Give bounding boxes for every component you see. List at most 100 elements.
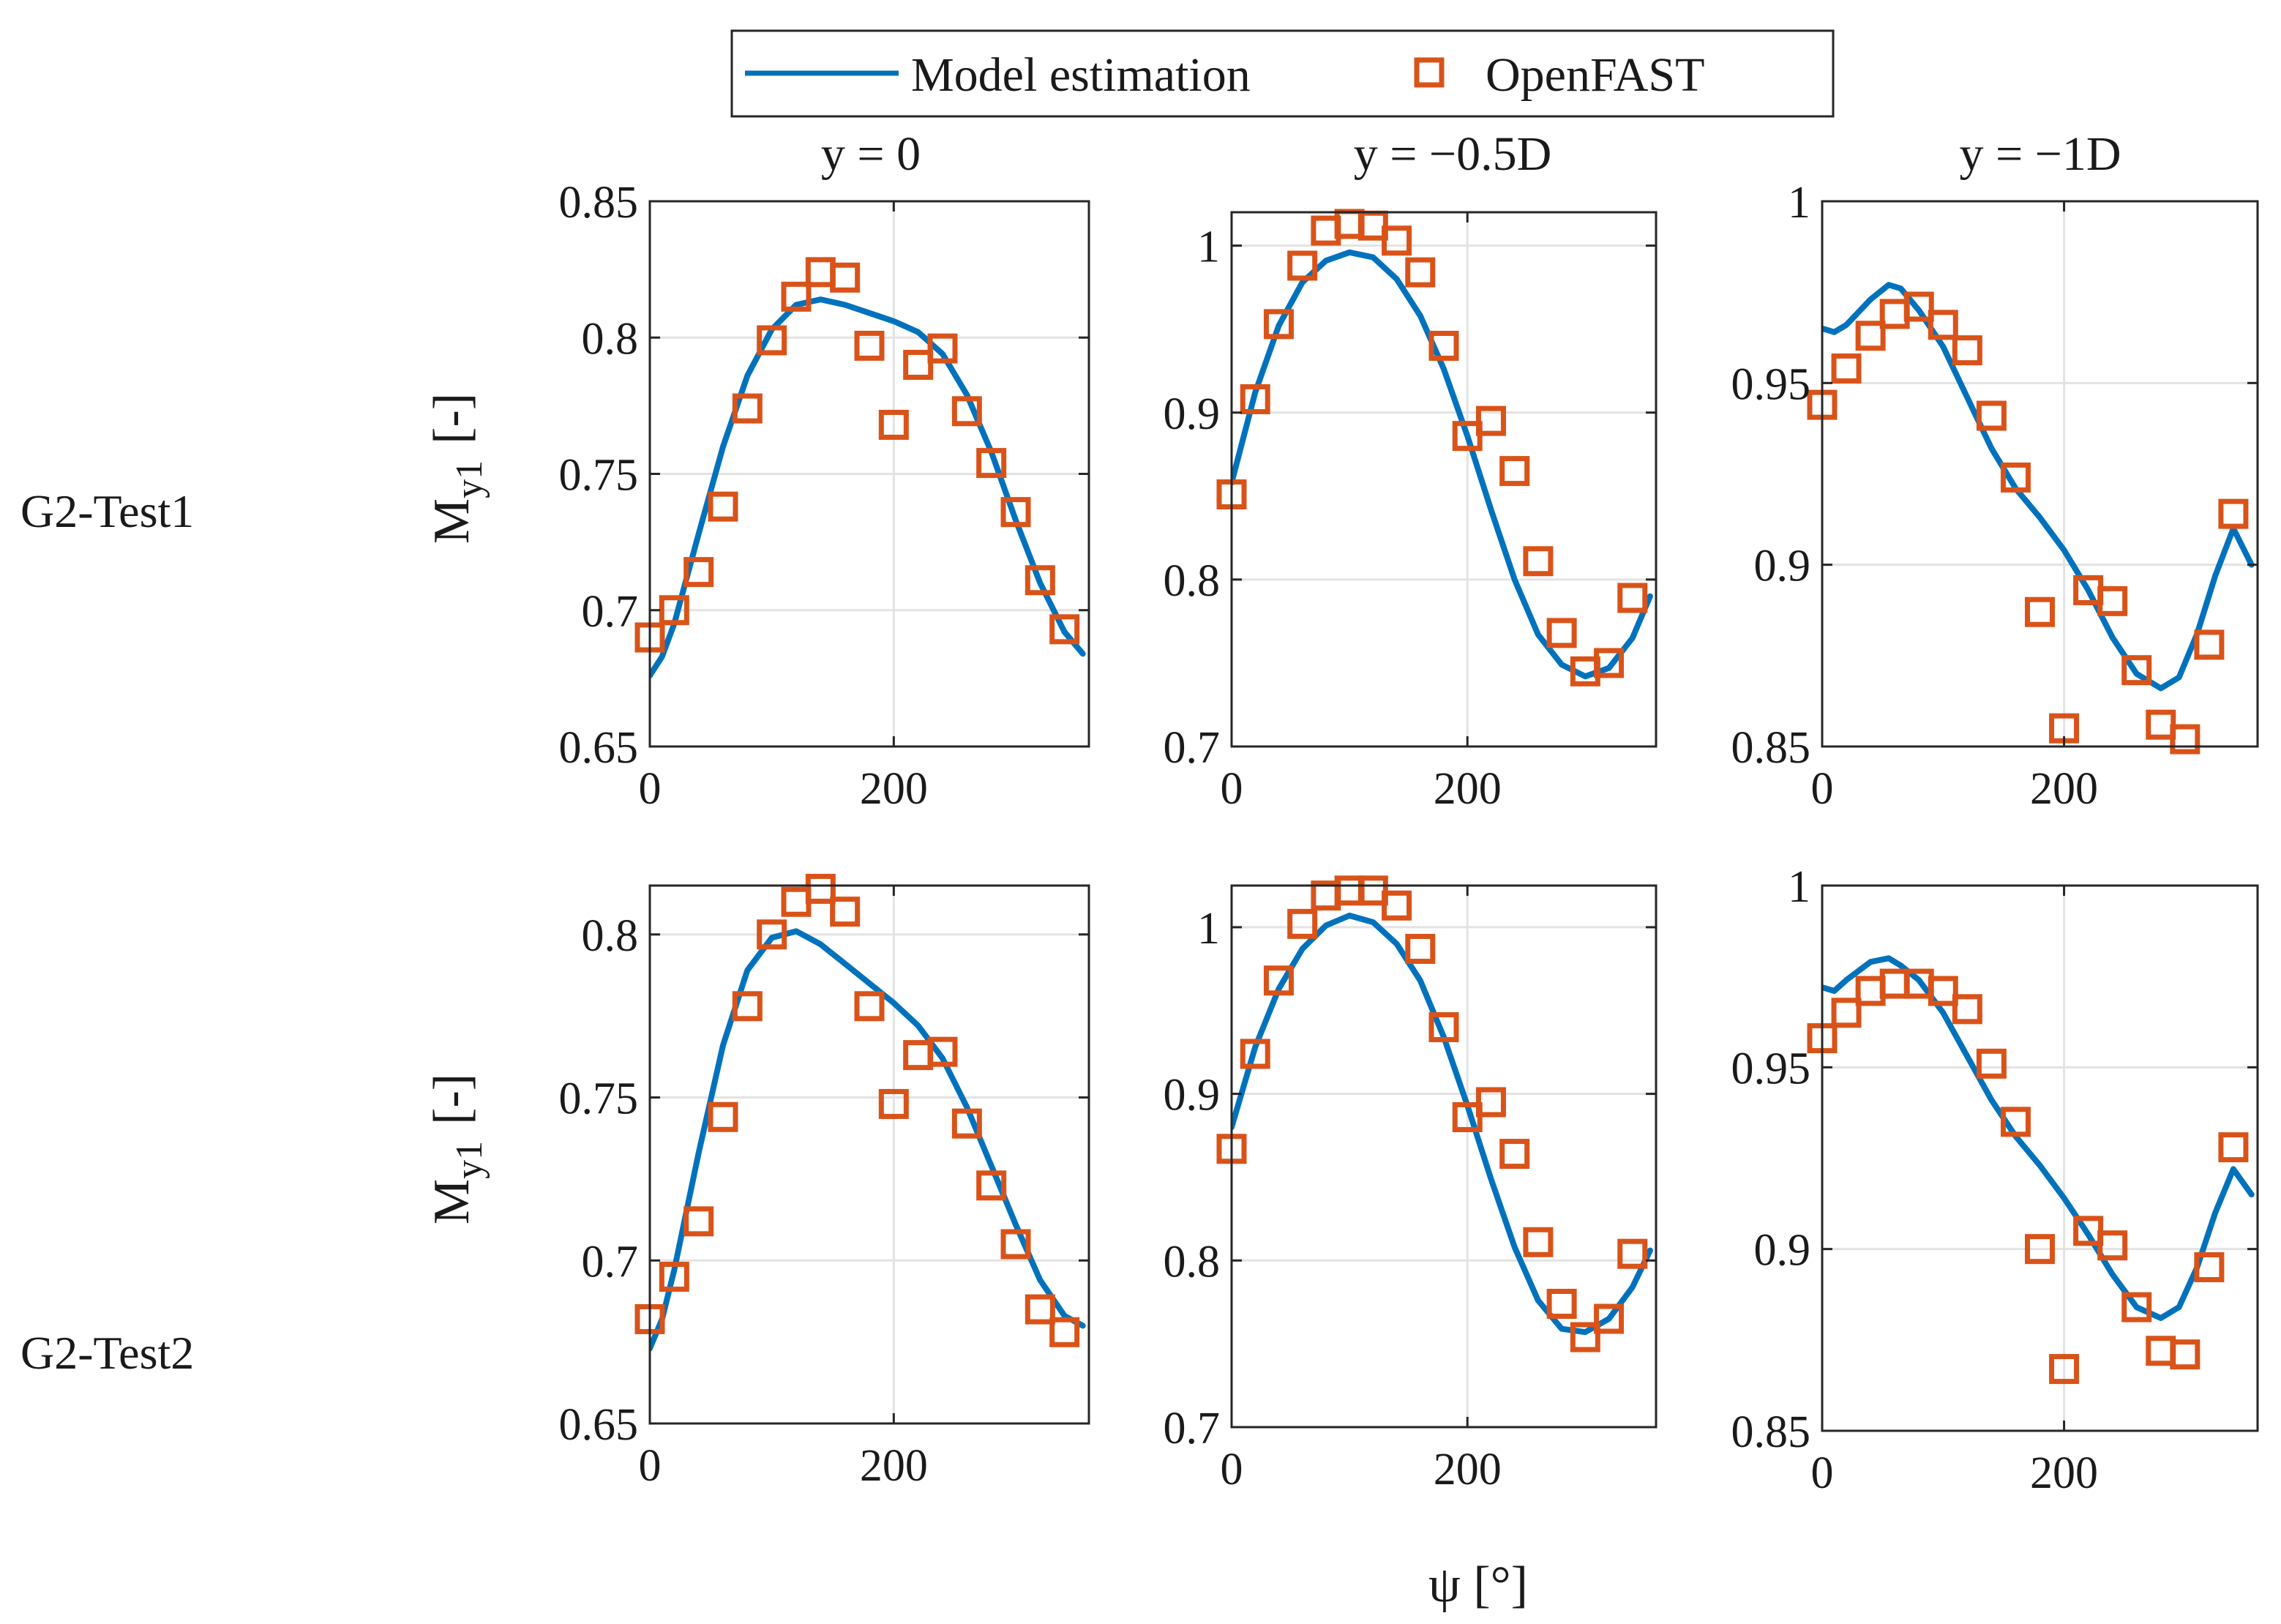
y-tick-label: 0.9 (1754, 542, 1811, 591)
y-tick-label: 0.8 (1164, 1237, 1221, 1287)
openfast-marker (1952, 994, 1982, 1025)
x-tick-label: 0 (639, 1441, 662, 1491)
openfast-marker (1240, 384, 1270, 414)
openfast-marker (1405, 934, 1436, 965)
openfast-marker (1855, 321, 1886, 351)
openfast-marker (2000, 1107, 2031, 1137)
y-tick-label: 1 (1788, 862, 1810, 912)
openfast-marker (1546, 1289, 1577, 1320)
openfast-marker (683, 1206, 714, 1237)
openfast-marker (708, 491, 738, 522)
openfast-marker (2194, 1252, 2225, 1282)
x-tick-label: 200 (1434, 764, 1502, 814)
x-tick-label: 200 (1434, 1445, 1502, 1494)
row-label-test1: G2-Test1 (20, 485, 194, 537)
openfast-marker (1000, 497, 1031, 528)
x-tick-label: 0 (1221, 1445, 1243, 1494)
openfast-marker (1287, 250, 1318, 281)
y-tick-label: 1 (1197, 222, 1220, 272)
openfast-marker (854, 991, 885, 1022)
openfast-marker (1952, 335, 1982, 366)
openfast-marker (1928, 310, 1958, 340)
openfast-marker (1263, 965, 1294, 996)
openfast-marker (830, 897, 861, 927)
openfast-marker (976, 448, 1007, 479)
openfast-marker (1287, 908, 1318, 939)
y-tick-label: 0.7 (1164, 1404, 1221, 1453)
axes-box (1230, 884, 1658, 1429)
row-label-test2: G2-Test2 (20, 1327, 194, 1379)
openfast-marker (1240, 1039, 1270, 1069)
openfast-marker (976, 1170, 1007, 1201)
openfast-marker (757, 919, 787, 950)
model-estimation-line (650, 928, 1086, 1352)
openfast-marker (2194, 629, 2225, 660)
openfast-marker (1263, 309, 1294, 340)
ylabel-row1: My1 [-] (424, 393, 490, 544)
openfast-marker (2097, 585, 2128, 616)
y-tick-label: 0.85 (1731, 723, 1811, 773)
openfast-marker (1617, 1238, 1648, 1269)
openfast-marker (2170, 724, 2201, 755)
openfast-marker (2000, 462, 2031, 493)
x-tick-label: 0 (1221, 764, 1243, 814)
y-tick-label: 0.7 (582, 1237, 639, 1287)
openfast-marker (659, 595, 689, 626)
openfast-marker (2025, 596, 2055, 627)
openfast-marker (1594, 1303, 1625, 1334)
ylabel-unit: [-] (424, 393, 480, 444)
y-tick-label: 1 (1197, 904, 1220, 954)
openfast-marker (732, 991, 763, 1022)
y-tick-label: 0.8 (1164, 556, 1221, 606)
openfast-marker (1523, 1227, 1554, 1257)
openfast-marker (1523, 546, 1554, 577)
x-tick-label: 200 (2030, 764, 2098, 814)
model-estimation-line (1822, 282, 2255, 692)
legend-square-swatch (1414, 57, 1445, 88)
openfast-marker (732, 393, 763, 424)
plot-area (1822, 886, 2258, 1431)
openfast-marker (1428, 1012, 1459, 1043)
panel-2: 0.7 0.8 0.9 1 0 200 (1164, 209, 1658, 814)
openfast-marker (757, 325, 787, 356)
openfast-marker (951, 396, 982, 427)
openfast-marker (1049, 1317, 1080, 1347)
panel-4: 0.65 0.7 0.75 0.8 0 200 (559, 873, 1090, 1491)
openfast-marker (1546, 618, 1577, 648)
openfast-marker (854, 330, 885, 361)
openfast-marker (1976, 400, 2007, 431)
openfast-marker (1594, 648, 1625, 678)
y-tick-label: 0.95 (1731, 359, 1811, 409)
plot-area (650, 886, 1089, 1423)
openfast-marker (1903, 291, 1934, 322)
column-title-y-0.5d: y = −0.5D (1354, 127, 1552, 181)
openfast-marker (951, 1108, 982, 1139)
openfast-marker (1049, 614, 1080, 645)
legend: Model estimation OpenFAST (730, 29, 1835, 118)
openfast-marker (1831, 998, 1862, 1028)
axes-box (1821, 884, 2259, 1432)
y-tick-label: 0.9 (1754, 1226, 1811, 1276)
openfast-marker (1382, 225, 1412, 256)
openfast-marker (878, 1088, 909, 1119)
y-tick-label: 0.65 (559, 1400, 639, 1450)
openfast-marker (1000, 1229, 1031, 1260)
openfast-marker (781, 281, 812, 312)
ylabel-sub: y1 (449, 1141, 490, 1179)
openfast-marker (1475, 1087, 1506, 1118)
legend-label-openfast: OpenFAST (1486, 48, 1704, 102)
openfast-marker (878, 409, 909, 440)
axes-box (1230, 211, 1658, 748)
y-tick-label: 0.75 (559, 451, 639, 501)
ylabel-sub: y1 (449, 460, 490, 498)
y-tick-label: 0.9 (1164, 389, 1221, 439)
openfast-marker (683, 557, 714, 588)
x-tick-label: 0 (639, 764, 662, 814)
openfast-marker (708, 1101, 738, 1132)
y-tick-label: 0.95 (1731, 1044, 1811, 1093)
openfast-marker (2121, 1292, 2152, 1322)
model-estimation-line (650, 296, 1086, 679)
axes-box (648, 884, 1090, 1425)
